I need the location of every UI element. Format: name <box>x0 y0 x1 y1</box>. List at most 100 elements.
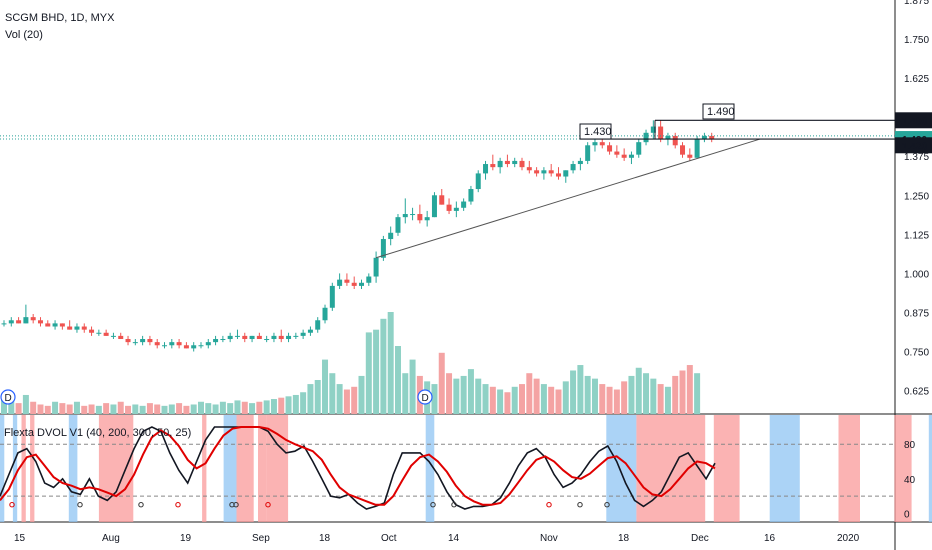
candles <box>1 120 715 352</box>
time-tick: 16 <box>764 533 776 544</box>
indicator-dot <box>451 502 457 508</box>
candle-body <box>256 335 262 340</box>
candle-body <box>380 239 386 258</box>
volume-bar <box>81 405 88 414</box>
candle-body <box>592 142 598 146</box>
volume-bar <box>467 369 474 414</box>
indicator-band-blue <box>928 415 932 522</box>
event-marker <box>417 389 433 405</box>
indicator-band-red <box>21 415 26 522</box>
volume-bar <box>256 401 263 414</box>
volume-bar <box>358 375 365 414</box>
volume-bar <box>438 352 445 414</box>
indicator-lines <box>0 426 895 510</box>
candle-body <box>534 170 540 174</box>
volume-bar <box>183 405 190 414</box>
candle-body <box>709 135 715 140</box>
time-tick: 15 <box>14 533 26 544</box>
candle-body <box>96 332 102 334</box>
volume-bar <box>351 386 358 414</box>
chart-title: SCGM BHD, 1D, MYX <box>5 12 115 24</box>
candle-body <box>650 126 656 133</box>
candle-body <box>67 326 73 330</box>
price-tag-label: 1.420 <box>902 141 927 152</box>
candle-body <box>132 342 138 344</box>
volume-bar <box>139 405 146 414</box>
indicator-line-d <box>0 426 716 506</box>
candle-body <box>446 204 452 211</box>
volume-bar <box>219 401 226 414</box>
time-axis: 15 Aug 19 Sep 18 Oct 14 Nov 18 Dec 16 2020 <box>14 533 860 544</box>
indicator-band-blue <box>425 415 435 522</box>
volume-bar <box>285 396 292 414</box>
candle-body <box>227 335 233 340</box>
volume-bar <box>132 404 139 414</box>
indicator-band-red <box>236 415 254 522</box>
candle-body <box>271 335 277 340</box>
volume-bar <box>606 386 613 414</box>
indicator-band-blue <box>606 415 637 522</box>
candle-body <box>665 135 671 140</box>
candle-body <box>337 279 343 286</box>
volume-bar <box>460 375 467 414</box>
time-tick: Aug <box>102 533 120 544</box>
candle-body <box>351 282 357 286</box>
candle-body <box>512 160 518 165</box>
volume-bar <box>643 373 650 414</box>
candle-body <box>555 173 561 177</box>
volume-bar <box>584 375 591 414</box>
candle-body <box>16 320 22 324</box>
indicator-dot <box>546 502 552 508</box>
event-marker-label: D <box>5 393 12 404</box>
volume-bar <box>278 397 285 414</box>
indicator-tick: 0 <box>904 509 910 520</box>
indicator-dot <box>577 502 583 508</box>
candle-body <box>169 342 175 346</box>
time-tick: Nov <box>540 533 558 544</box>
time-tick: 18 <box>618 533 630 544</box>
candle-body <box>395 217 401 233</box>
time-tick: 2020 <box>837 533 860 544</box>
indicator-dot <box>430 502 436 508</box>
indicator-band-red <box>266 415 289 522</box>
volume-bars <box>1 312 701 414</box>
indicator-band-red <box>636 415 706 522</box>
volume-bar <box>205 403 212 414</box>
drawings: 1.430 1.490 D D <box>0 103 895 405</box>
indicator-band-blue <box>769 415 800 522</box>
time-tick: 14 <box>448 533 460 544</box>
candle-body <box>621 154 627 158</box>
indicator-band-blue <box>0 415 5 522</box>
candle-body <box>278 335 284 340</box>
event-marker-label: D <box>422 393 429 404</box>
candle-body <box>497 160 503 168</box>
candle-body <box>45 323 51 327</box>
candle-body <box>402 214 408 218</box>
candle-body <box>563 170 569 177</box>
candle-body <box>176 342 182 346</box>
time-tick: Dec <box>691 533 709 544</box>
indicator-line-k <box>0 426 716 510</box>
volume-bar <box>446 373 453 414</box>
volume-bar <box>22 394 29 414</box>
volume-bar <box>322 359 329 414</box>
indicator-band-red <box>894 415 912 522</box>
volume-bar <box>52 401 59 414</box>
trendline <box>375 138 761 259</box>
volume-bar <box>628 375 635 414</box>
volume-bar <box>621 381 628 414</box>
candle-body <box>1 323 7 325</box>
indicator-label: Flexta DVOL V1 (40, 200, 300, 50, 25) <box>4 427 191 439</box>
candle-body <box>125 339 131 343</box>
volume-bar <box>125 405 132 414</box>
candle-body <box>205 342 211 346</box>
volume-bar <box>168 404 175 414</box>
volume-bar <box>672 375 679 414</box>
volume-bar <box>314 380 321 414</box>
candle-body <box>118 335 124 340</box>
candle-body <box>607 145 613 152</box>
indicator-dot <box>265 502 271 508</box>
volume-bar <box>249 403 256 414</box>
candle-body <box>329 285 335 308</box>
